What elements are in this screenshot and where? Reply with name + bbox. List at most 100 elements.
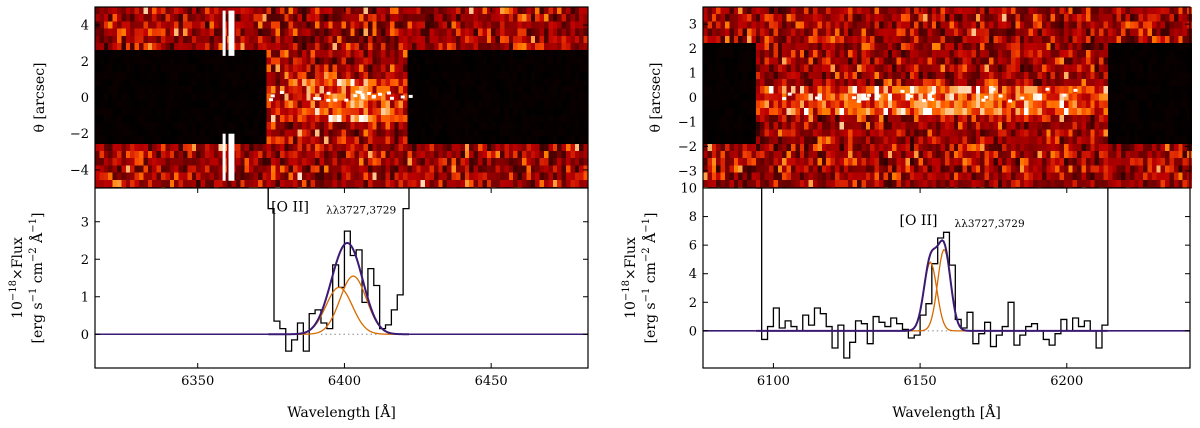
image-pixel (508, 28, 514, 37)
image-pixel (931, 21, 937, 29)
image-pixel (984, 100, 990, 109)
image-pixel (328, 165, 334, 173)
image-pixel (887, 165, 893, 173)
image-pixel (306, 79, 312, 87)
image-pixel (751, 35, 757, 44)
image-pixel (315, 64, 320, 73)
image-pixel (716, 71, 721, 80)
image-pixel (477, 57, 483, 65)
image-pixel (835, 14, 840, 22)
image-pixel (839, 165, 845, 173)
image-pixel (852, 28, 858, 37)
image-pixel (231, 122, 237, 130)
image-pixel (764, 14, 770, 22)
image-pixel (751, 64, 757, 73)
image-pixel (716, 136, 721, 145)
image-pixel (1015, 158, 1021, 166)
bright-pixel (386, 91, 391, 95)
image-pixel (953, 64, 959, 73)
image-pixel (359, 179, 364, 188)
image-pixel (385, 43, 391, 51)
image-pixel (927, 86, 933, 94)
image-pixel (244, 100, 250, 109)
image-pixel (521, 43, 527, 51)
image-pixel (1015, 122, 1021, 130)
image-pixel (205, 35, 210, 44)
image-pixel (130, 107, 136, 116)
image-pixel (570, 107, 576, 116)
image-pixel (993, 165, 999, 173)
image-pixel (284, 21, 290, 29)
image-pixel (367, 86, 373, 94)
image-pixel (341, 158, 347, 166)
image-pixel (760, 64, 766, 73)
image-pixel (927, 71, 933, 80)
image-pixel (909, 122, 915, 130)
image-pixel (570, 21, 576, 29)
image-pixel (275, 143, 281, 152)
image-pixel (521, 64, 527, 73)
image-pixel (905, 71, 911, 80)
image-pixel (147, 143, 153, 152)
image-pixel (134, 64, 140, 73)
image-pixel (191, 179, 197, 188)
image-pixel (284, 14, 290, 22)
image-pixel (795, 151, 801, 159)
image-pixel (495, 136, 501, 145)
image-pixel (579, 172, 584, 181)
image-pixel (495, 179, 501, 188)
image-pixel (257, 165, 263, 173)
image-pixel (530, 28, 536, 37)
image-pixel (769, 172, 774, 181)
image-pixel (117, 100, 122, 109)
image-pixel (914, 165, 920, 173)
image-pixel (1015, 64, 1021, 73)
image-pixel (725, 115, 730, 123)
image-pixel (1033, 28, 1038, 37)
image-pixel (905, 93, 911, 101)
image-pixel (363, 122, 369, 130)
image-pixel (962, 50, 968, 58)
image-pixel (901, 158, 906, 166)
image-pixel (139, 14, 144, 22)
image-pixel (839, 100, 845, 109)
image-pixel (332, 43, 338, 51)
image-pixel (707, 136, 713, 145)
image-pixel (755, 122, 761, 130)
image-pixel (570, 93, 576, 101)
image-pixel (861, 43, 867, 51)
image-pixel (284, 151, 290, 159)
image-pixel (350, 151, 356, 159)
image-pixel (161, 136, 166, 145)
image-pixel (420, 172, 426, 181)
image-pixel (874, 35, 880, 44)
image-pixel (108, 115, 114, 123)
image-pixel (953, 151, 959, 159)
image-pixel (887, 172, 893, 181)
image-pixel (130, 7, 136, 15)
image-pixel (517, 100, 523, 109)
image-pixel (962, 179, 968, 188)
image-pixel (372, 179, 378, 188)
image-pixel (407, 122, 413, 130)
image-pixel (513, 64, 518, 73)
image-pixel (980, 165, 986, 173)
image-pixel (275, 14, 281, 22)
image-pixel (345, 151, 351, 159)
image-pixel (244, 28, 250, 37)
image-pixel (139, 122, 144, 130)
image-pixel (442, 35, 448, 44)
image-pixel (791, 143, 796, 152)
image-pixel (574, 179, 580, 188)
image-pixel (521, 79, 527, 87)
image-pixel (117, 64, 122, 73)
image-pixel (284, 107, 290, 116)
image-pixel (773, 21, 779, 29)
image-pixel (95, 71, 100, 80)
image-pixel (526, 115, 532, 123)
image-pixel (958, 71, 964, 80)
image-pixel (143, 7, 149, 15)
image-pixel (521, 50, 527, 58)
image-pixel (879, 7, 884, 15)
image-pixel (848, 115, 854, 123)
